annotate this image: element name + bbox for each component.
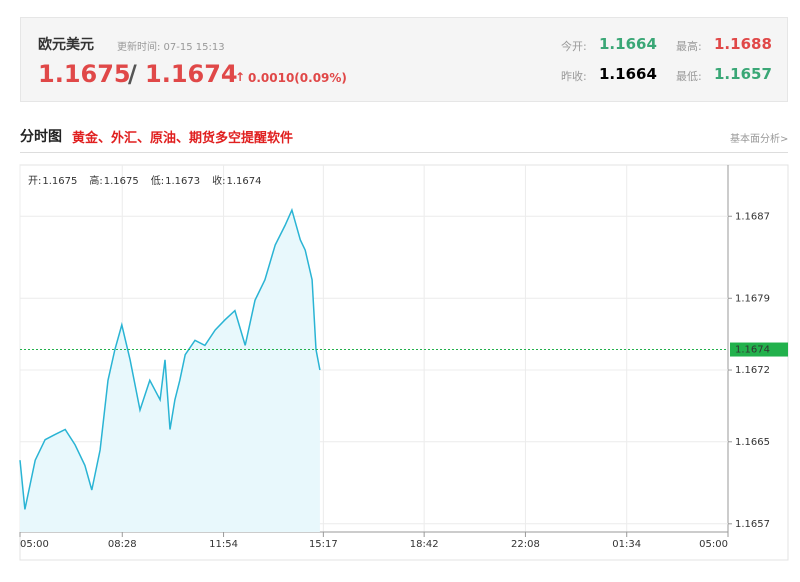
- ohlc-label: 开:: [28, 176, 41, 187]
- stat-value: 1.1664: [599, 35, 657, 53]
- x-tick-label: 11:54: [209, 539, 238, 550]
- stat-label: 今开:: [561, 40, 587, 53]
- x-tick-label: 15:17: [309, 539, 338, 550]
- bid: 1.1675: [38, 60, 131, 88]
- stat-value: 1.1657: [714, 65, 772, 83]
- separator: /: [128, 60, 137, 88]
- y-tick-label: 1.1687: [735, 211, 770, 222]
- ohlc-label: 收:: [212, 174, 225, 187]
- section-title: 分时图: [20, 129, 62, 145]
- y-tick-label: 1.1665: [735, 437, 770, 448]
- last-price-box: [730, 342, 788, 357]
- ohlc-label: 高:: [89, 174, 102, 187]
- ask: 1.1674: [145, 60, 238, 88]
- x-tick-label: 08:28: [108, 539, 137, 550]
- y-tick-label: 1.1679: [735, 293, 770, 304]
- x-tick-label: 05:00: [20, 539, 49, 550]
- updated: 更新时间: 07-15 15:13: [117, 42, 225, 53]
- y-tick-label: 1.1672: [735, 365, 770, 376]
- x-tick-label: 18:42: [410, 539, 439, 550]
- ohlc-value: 1.1673: [165, 176, 200, 187]
- ohlc-value: 1.1674: [227, 176, 262, 187]
- y-tick-label: 1.1657: [735, 519, 770, 530]
- up-arrow: ↑: [235, 70, 246, 84]
- analysis-link[interactable]: 基本面分析>: [730, 134, 789, 145]
- price-line: [19, 207, 321, 510]
- stat-label: 最低:: [676, 70, 702, 83]
- title: 欧元美元: [38, 37, 94, 53]
- ohlc-value: 1.1675: [104, 176, 139, 187]
- ohlc-value: 1.1675: [42, 176, 77, 187]
- stat-value: 1.1664: [599, 65, 657, 83]
- x-tick-label: 01:34: [612, 539, 641, 550]
- change: 0.0010(0.09%): [248, 71, 347, 85]
- x-tick-label: 22:08: [511, 539, 540, 550]
- area-fill: [20, 210, 320, 532]
- last-price-label: 1.1674: [735, 345, 770, 356]
- ohlc-label: 低:: [151, 174, 164, 187]
- quote-panel: 欧元美元 更新时间: 07-15 15:13 1.1675 / 1.1674 ↑…: [20, 17, 788, 102]
- promo-link[interactable]: 黄金、外汇、原油、期货多空提醒软件: [72, 131, 294, 146]
- stat-label: 昨收:: [561, 70, 587, 83]
- x-tick-label: 05:00: [699, 539, 728, 550]
- divider: [20, 152, 788, 153]
- stat-value: 1.1688: [714, 35, 772, 53]
- stat-label: 最高:: [676, 40, 702, 53]
